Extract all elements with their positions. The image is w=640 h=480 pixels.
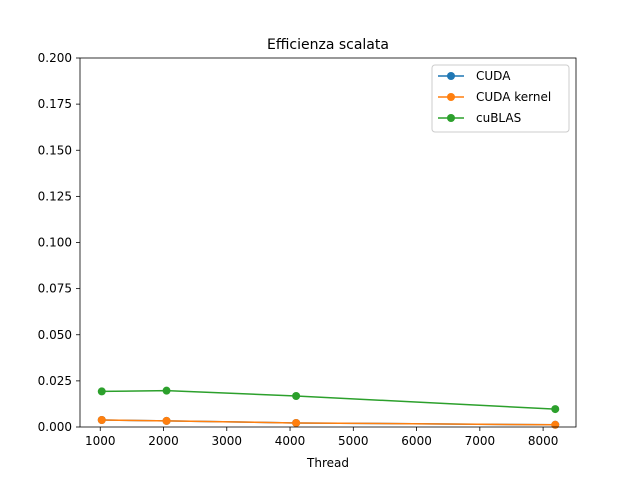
data-point-2-0 <box>97 387 106 396</box>
series-line-2 <box>101 389 556 410</box>
legend-label-0: CUDA <box>476 69 511 83</box>
legend-label-1: CUDA kernel <box>476 90 551 104</box>
y-tick-label: 0.200 <box>38 51 72 65</box>
x-tick-label: 5000 <box>338 434 369 448</box>
legend-box <box>431 64 570 133</box>
legend-marker-2 <box>447 114 455 122</box>
data-point-1-2 <box>292 418 301 427</box>
y-tick-label: 0.025 <box>38 374 72 388</box>
chart-title: Efficienza scalata <box>267 37 389 53</box>
y-tick-label: 0.050 <box>38 328 72 342</box>
data-point-1-3 <box>551 420 560 429</box>
x-axis-label: Thread <box>306 456 349 470</box>
x-tick-label: 4000 <box>275 434 306 448</box>
x-tick-label: 7000 <box>465 434 496 448</box>
data-point-1-1 <box>162 416 171 425</box>
axes-layer: 1000 2000 3000 4000 5000 6000 7000 8000 0.000 0.0… <box>38 51 577 448</box>
y-tick-label: 0.100 <box>38 236 72 250</box>
series-line-1 <box>101 419 556 426</box>
y-tick-label: 0.075 <box>38 282 72 296</box>
y-tick-label: 0.125 <box>38 189 72 203</box>
data-point-2-2 <box>292 392 301 401</box>
legend-marker-1 <box>447 93 455 101</box>
data-point-2-3 <box>551 405 560 414</box>
legend-marker-0 <box>447 72 455 80</box>
y-tick-label: 0.000 <box>38 420 72 434</box>
x-tick-label: 3000 <box>212 434 243 448</box>
y-tick-label: 0.175 <box>38 97 72 111</box>
x-tick-label: 8000 <box>528 434 559 448</box>
data-point-1-0 <box>97 415 106 424</box>
series-layer <box>97 386 560 429</box>
x-tick-label: 2000 <box>148 434 179 448</box>
x-tick-label: 1000 <box>85 434 116 448</box>
y-tick-label: 0.150 <box>38 143 72 157</box>
legend: CUDA CUDA kernel cuBLAS <box>431 64 570 133</box>
data-point-2-1 <box>162 386 171 395</box>
x-tick-label: 6000 <box>401 434 432 448</box>
legend-label-2: cuBLAS <box>476 111 521 125</box>
